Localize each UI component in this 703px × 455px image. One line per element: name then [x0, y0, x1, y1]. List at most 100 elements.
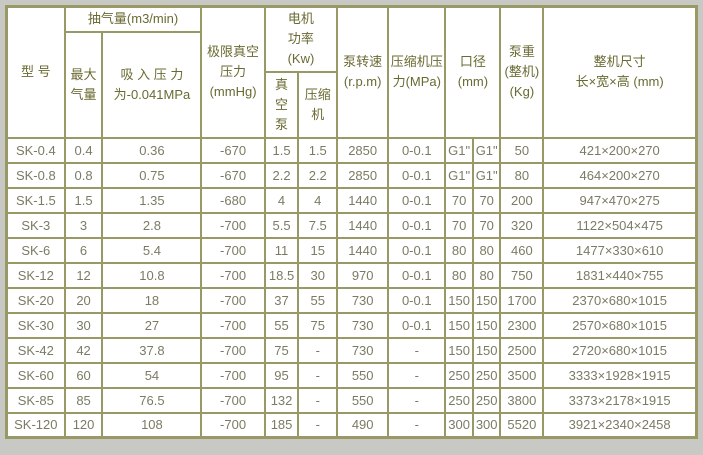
cell-caliber-1: 80 — [444, 236, 474, 264]
cell-max-air-volume: 0.8 — [63, 161, 104, 189]
cell-ultimate-vacuum-pressure: -670 — [200, 161, 266, 189]
cell-model: SK-42 — [5, 336, 66, 364]
cell-caliber-2: G1" — [471, 161, 502, 189]
cell-overall-dimensions: 1831×440×755 — [542, 261, 698, 289]
cell-ultimate-vacuum-pressure: -680 — [200, 186, 266, 214]
cell-suction-pressure: 54 — [101, 361, 203, 389]
cell-motor-power-vacuum-pump: 2.2 — [263, 161, 300, 189]
cell-ultimate-vacuum-pressure: -700 — [200, 361, 266, 389]
cell-pump-speed: 1440 — [336, 186, 390, 214]
table-row: SK-12 12 10.8 -700 18.5 30 970 0-0.1 80 80 750 1831… — [5, 261, 698, 289]
cell-compressor-pressure: - — [387, 361, 447, 389]
cell-motor-power-vacuum-pump: 11 — [263, 236, 300, 264]
spec-table-body: SK-0.4 0.4 0.36 -670 1.5 1.5 2850 0-0.1 G1" G1" 50… — [5, 136, 698, 439]
header-overall-dimensions: 整机尺寸 长×宽×高 (mm) — [542, 5, 698, 139]
cell-model: SK-60 — [5, 361, 66, 389]
header-pump-weight: 泵重 (整机) (Kg) — [499, 5, 545, 139]
cell-overall-dimensions: 3921×2340×2458 — [542, 411, 698, 439]
cell-pump-speed: 550 — [336, 386, 390, 414]
cell-pump-weight: 3800 — [499, 386, 545, 414]
cell-compressor-pressure: 0-0.1 — [387, 211, 447, 239]
table-row: SK-3 3 2.8 -700 5.5 7.5 1440 0-0.1 70 70 320 1122×5… — [5, 211, 698, 239]
header-max-air-volume: 最大 气量 — [63, 30, 104, 139]
cell-model: SK-0.8 — [5, 161, 66, 189]
cell-pump-speed: 730 — [336, 336, 390, 364]
cell-motor-power-compressor: - — [297, 361, 339, 389]
cell-caliber-2: 250 — [471, 386, 502, 414]
cell-motor-power-vacuum-pump: 1.5 — [263, 136, 300, 164]
table-row: SK-6 6 5.4 -700 11 15 1440 0-0.1 80 80 460 1477×330… — [5, 236, 698, 264]
cell-ultimate-vacuum-pressure: -700 — [200, 386, 266, 414]
cell-caliber-2: 70 — [471, 186, 502, 214]
table-row: SK-0.4 0.4 0.36 -670 1.5 1.5 2850 0-0.1 G1" G1" 50… — [5, 136, 698, 164]
cell-model: SK-30 — [5, 311, 66, 339]
cell-ultimate-vacuum-pressure: -700 — [200, 236, 266, 264]
cell-model: SK-3 — [5, 211, 66, 239]
table-row: SK-42 42 37.8 -700 75-730-150 150 2500 2720×680… — [5, 336, 698, 364]
cell-overall-dimensions: 421×200×270 — [542, 136, 698, 164]
spec-table-header: 型 号 抽气量(m3/min) 极限真空 压力 (mmHg) 电机 功率 (Kw… — [5, 5, 698, 139]
cell-overall-dimensions: 1122×504×475 — [542, 211, 698, 239]
cell-motor-power-vacuum-pump: 18.5 — [263, 261, 300, 289]
cell-caliber-2: 70 — [471, 211, 502, 239]
cell-motor-power-compressor: 2.2 — [297, 161, 339, 189]
cell-motor-power-compressor: 55 — [297, 286, 339, 314]
cell-suction-pressure: 2.8 — [101, 211, 203, 239]
cell-caliber-2: 250 — [471, 361, 502, 389]
cell-caliber-2: G1" — [471, 136, 502, 164]
cell-caliber-1: 150 — [444, 286, 474, 314]
cell-caliber-1: 70 — [444, 211, 474, 239]
cell-caliber-2: 80 — [471, 261, 502, 289]
cell-compressor-pressure: 0-0.1 — [387, 261, 447, 289]
cell-caliber-1: 80 — [444, 261, 474, 289]
cell-suction-pressure: 108 — [101, 411, 203, 439]
table-row: SK-30 30 27 -700 55 75 730 0-0.1 150 150 2300 2570×… — [5, 311, 698, 339]
cell-max-air-volume: 85 — [63, 386, 104, 414]
cell-overall-dimensions: 2720×680×1015 — [542, 336, 698, 364]
cell-pump-speed: 490 — [336, 411, 390, 439]
cell-pump-weight: 80 — [499, 161, 545, 189]
header-motor-power-group: 电机 功率 (Kw) — [263, 5, 339, 73]
cell-caliber-2: 80 — [471, 236, 502, 264]
cell-max-air-volume: 60 — [63, 361, 104, 389]
cell-motor-power-compressor: 4 — [297, 186, 339, 214]
header-row-1: 型 号 抽气量(m3/min) 极限真空 压力 (mmHg) 电机 功率 (Kw… — [5, 5, 698, 139]
cell-pump-speed: 1440 — [336, 211, 390, 239]
cell-suction-pressure: 0.75 — [101, 161, 203, 189]
header-caliber: 口径 (mm) — [444, 5, 502, 139]
cell-motor-power-compressor: 75 — [297, 311, 339, 339]
cell-motor-power-compressor: - — [297, 411, 339, 439]
cell-pump-weight: 1700 — [499, 286, 545, 314]
cell-compressor-pressure: 0-0.1 — [387, 236, 447, 264]
cell-ultimate-vacuum-pressure: -700 — [200, 286, 266, 314]
cell-suction-pressure: 0.36 — [101, 136, 203, 164]
cell-suction-pressure: 27 — [101, 311, 203, 339]
cell-pump-speed: 730 — [336, 311, 390, 339]
pump-spec-table: 型 号 抽气量(m3/min) 极限真空 压力 (mmHg) 电机 功率 (Kw… — [5, 5, 698, 439]
cell-overall-dimensions: 1477×330×610 — [542, 236, 698, 264]
cell-max-air-volume: 0.4 — [63, 136, 104, 164]
cell-pump-weight: 460 — [499, 236, 545, 264]
table-row: SK-60 60 54 -700 95-550-250 250 3500 3333×1928×… — [5, 361, 698, 389]
cell-motor-power-compressor: - — [297, 386, 339, 414]
cell-motor-power-vacuum-pump: 95 — [263, 361, 300, 389]
cell-overall-dimensions: 3373×2178×1915 — [542, 386, 698, 414]
cell-caliber-2: 150 — [471, 286, 502, 314]
cell-suction-pressure: 37.8 — [101, 336, 203, 364]
cell-pump-weight: 2500 — [499, 336, 545, 364]
header-row-3: 真 空 泵 压缩 机 — [7, 70, 697, 139]
cell-compressor-pressure: - — [387, 411, 447, 439]
cell-pump-speed: 970 — [336, 261, 390, 289]
header-ultimate-vacuum: 极限真空 压力 (mmHg) — [200, 5, 266, 139]
table-row: SK-120 120 108 -700 185-490-300 300 5520 3921×2… — [5, 411, 698, 439]
header-pumping-capacity-group: 抽气量(m3/min) — [63, 5, 203, 33]
cell-suction-pressure: 10.8 — [101, 261, 203, 289]
cell-compressor-pressure: 0-0.1 — [387, 136, 447, 164]
cell-motor-power-vacuum-pump: 37 — [263, 286, 300, 314]
cell-model: SK-6 — [5, 236, 66, 264]
cell-max-air-volume: 30 — [63, 311, 104, 339]
cell-model: SK-120 — [5, 411, 66, 439]
cell-pump-weight: 3500 — [499, 361, 545, 389]
cell-caliber-1: G1" — [444, 161, 474, 189]
cell-overall-dimensions: 2570×680×1015 — [542, 311, 698, 339]
